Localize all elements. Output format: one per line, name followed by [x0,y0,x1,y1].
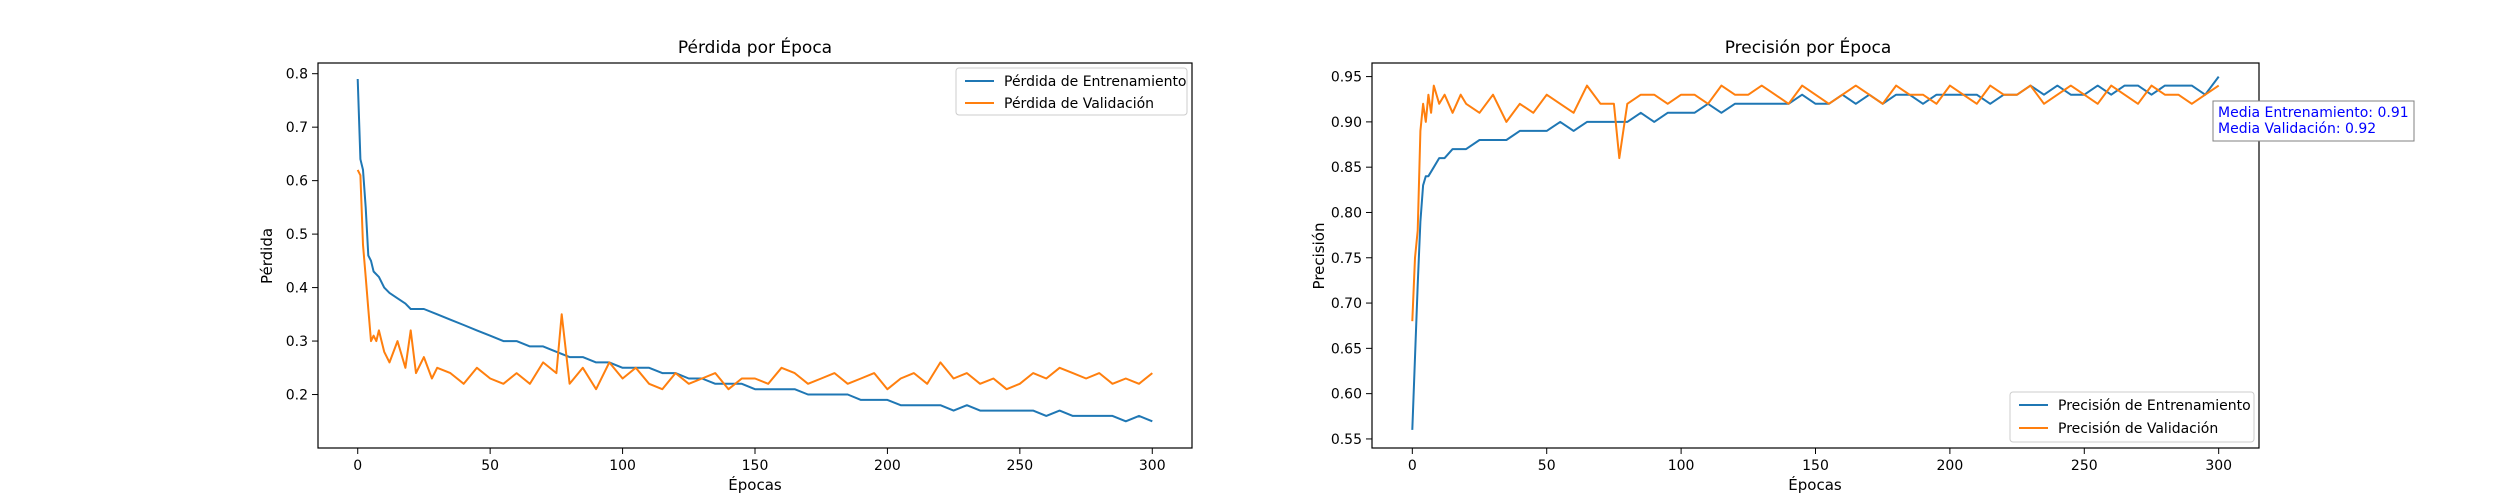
loss-chart-x-tick-label: 50 [481,458,499,474]
loss-chart-x-tick-label: 200 [874,458,901,474]
loss-chart: Pérdida por Época 0 50 100 150 200 250 300 0.2… [258,36,1193,494]
loss-chart-y-tick-label: 0.6 [286,174,308,190]
loss-chart-y-tick-label: 0.8 [286,67,308,83]
accuracy-chart-x-axis-label: Épocas [1788,475,1842,494]
loss-chart-legend-label-val: Pérdida de Validación [1004,96,1154,112]
accuracy-chart: Precisión por Época 0 50 100 150 200 250 300 0… [1310,36,2415,494]
accuracy-chart-train-line [1411,76,2220,430]
loss-chart-y-ticks: 0.2 0.3 0.4 0.5 0.6 0.7 0.8 [286,67,318,404]
loss-chart-x-tick-label: 0 [353,458,362,474]
accuracy-chart-x-tick-label: 200 [1937,458,1964,474]
loss-chart-y-tick-label: 0.7 [286,120,308,136]
loss-chart-legend-label-train: Pérdida de Entrenamiento [1004,74,1187,90]
accuracy-chart-x-tick-label: 50 [1538,458,1556,474]
mean-annotation-train-text: Media Entrenamiento: 0.91 [2218,105,2409,121]
loss-chart-x-tick-label: 300 [1139,458,1166,474]
accuracy-chart-y-tick-label: 0.65 [1331,341,1362,357]
loss-chart-x-tick-label: 250 [1006,458,1033,474]
loss-chart-x-ticks: 0 50 100 150 200 250 300 [353,448,1166,474]
loss-chart-x-tick-label: 100 [609,458,636,474]
loss-chart-title: Pérdida por Época [678,36,832,58]
accuracy-chart-y-tick-label: 0.70 [1331,296,1362,312]
accuracy-chart-legend-label-train: Precisión de Entrenamiento [2058,398,2251,414]
mean-annotation-val-text: Media Validación: 0.92 [2218,121,2376,137]
accuracy-chart-x-tick-label: 250 [2071,458,2098,474]
accuracy-chart-y-tick-label: 0.80 [1331,205,1362,221]
loss-chart-legend: Pérdida de Entrenamiento Pérdida de Vali… [955,67,1188,116]
accuracy-chart-y-tick-label: 0.85 [1331,160,1362,176]
accuracy-chart-y-axis-label: Precisión [1310,223,1328,290]
mean-annotation-box [2212,100,2415,142]
loss-chart-y-tick-label: 0.4 [286,281,308,297]
loss-chart-y-axis-label: Pérdida [258,228,276,284]
accuracy-chart-y-ticks: 0.55 0.60 0.65 0.70 0.75 0.80 0.85 0.90 0.95 [1331,70,1372,448]
loss-chart-series-lines [356,78,1153,423]
accuracy-chart-legend-box [2009,391,2255,443]
accuracy-chart-x-tick-label: 300 [2205,458,2232,474]
accuracy-chart-legend: Precisión de Entrenamiento Precisión de … [2009,391,2255,443]
accuracy-chart-y-tick-label: 0.95 [1331,70,1362,86]
accuracy-chart-x-tick-label: 150 [1802,458,1829,474]
loss-chart-x-axis-label: Épocas [728,475,782,494]
loss-chart-y-tick-label: 0.3 [286,334,308,350]
mean-annotation: Media Entrenamiento: 0.91 Media Validaci… [2212,100,2415,142]
loss-chart-y-tick-label: 0.5 [286,227,308,243]
accuracy-chart-series-lines [1411,76,2220,430]
loss-chart-validation-line [356,169,1153,391]
accuracy-chart-title: Precisión por Época [1725,36,1892,58]
accuracy-chart-validation-line [1411,84,2220,322]
loss-chart-legend-box [955,67,1188,116]
accuracy-chart-y-tick-label: 0.75 [1331,251,1362,267]
accuracy-chart-x-tick-label: 100 [1668,458,1695,474]
loss-chart-x-tick-label: 150 [742,458,769,474]
loss-chart-y-tick-label: 0.2 [286,388,308,404]
accuracy-chart-legend-label-val: Precisión de Validación [2058,421,2218,437]
accuracy-chart-x-ticks: 0 50 100 150 200 250 300 [1408,448,2232,474]
accuracy-chart-y-tick-label: 0.60 [1331,387,1362,403]
accuracy-chart-y-tick-label: 0.55 [1331,432,1362,448]
accuracy-chart-y-tick-label: 0.90 [1331,115,1362,131]
accuracy-chart-x-tick-label: 0 [1408,458,1417,474]
